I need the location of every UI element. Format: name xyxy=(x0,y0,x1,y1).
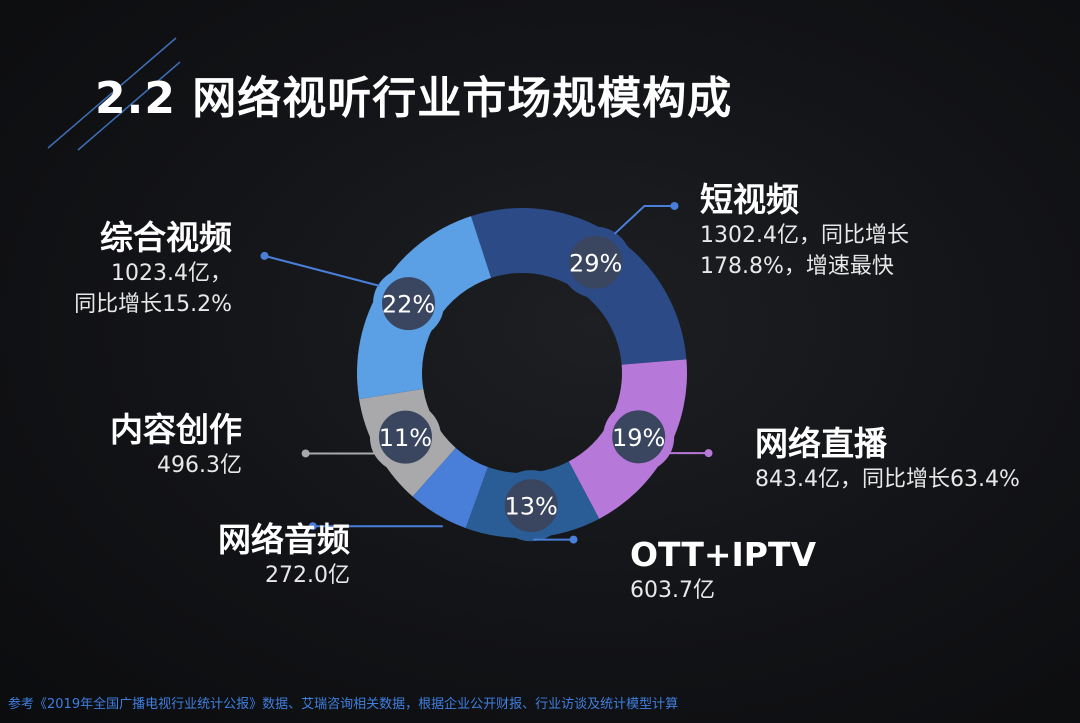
percent-badge-live xyxy=(603,401,675,473)
percent-label-short-video: 29% xyxy=(569,249,622,277)
label-short-video: 短视频 1302.4亿，同比增长 178.8%，增速最快 xyxy=(700,180,909,282)
label-content-line1: 496.3亿 xyxy=(157,453,242,478)
label-short-video-name: 短视频 xyxy=(700,180,799,219)
donut-slice-audio xyxy=(412,447,488,529)
label-audio-name: 网络音频 xyxy=(218,520,350,559)
label-ott-name: OTT+IPTV xyxy=(630,535,816,574)
leader-dot-short-video xyxy=(670,201,679,210)
leader-dot-audio xyxy=(308,522,317,531)
leader-dot-comprehensive xyxy=(260,251,269,260)
percent-badge-short-video xyxy=(560,226,632,298)
label-comprehensive-line1: 1023.4亿， xyxy=(111,261,232,286)
percent-label-comprehensive: 22% xyxy=(382,291,435,319)
label-comprehensive: 综合视频 1023.4亿， 同比增长15.2% xyxy=(74,218,232,320)
percent-label-live: 19% xyxy=(612,424,665,452)
label-audio: 网络音频 272.0亿 xyxy=(218,520,350,591)
label-ott: OTT+IPTV 603.7亿 xyxy=(630,535,816,606)
percent-label-ott: 13% xyxy=(505,493,558,521)
leader-dot-ott xyxy=(569,535,578,544)
percent-badge-content xyxy=(369,401,441,473)
label-comprehensive-line2: 同比增长15.2% xyxy=(74,292,232,317)
source-footnote: 参考《2019年全国广播电视行业统计公报》数据、艾瑞咨询相关数据，根据企业公开财… xyxy=(8,697,679,712)
percent-badge-ott xyxy=(495,470,567,542)
label-live-line1: 843.4亿，同比增长63.4% xyxy=(755,467,1020,492)
percent-label-content: 11% xyxy=(379,424,432,452)
leader-dot-content xyxy=(301,449,310,458)
label-content: 内容创作 496.3亿 xyxy=(110,410,242,481)
leader-line-short-video xyxy=(613,204,675,235)
label-audio-line1: 272.0亿 xyxy=(265,563,350,588)
label-comprehensive-name: 综合视频 xyxy=(100,218,232,257)
label-live-name: 网络直播 xyxy=(755,424,887,463)
leader-line-comprehensive xyxy=(264,254,380,287)
label-short-video-line1: 1302.4亿，同比增长 xyxy=(700,223,909,248)
label-ott-line1: 603.7亿 xyxy=(630,578,715,603)
decorative-stripes xyxy=(47,37,181,151)
percent-badge-comprehensive xyxy=(373,268,445,340)
label-live: 网络直播 843.4亿，同比增长63.4% xyxy=(755,424,1020,495)
leader-dot-live xyxy=(704,449,713,458)
label-content-name: 内容创作 xyxy=(110,410,242,449)
label-short-video-line2: 178.8%，增速最快 xyxy=(700,254,894,279)
page-title: 2.2 网络视听行业市场规模构成 xyxy=(95,73,733,124)
